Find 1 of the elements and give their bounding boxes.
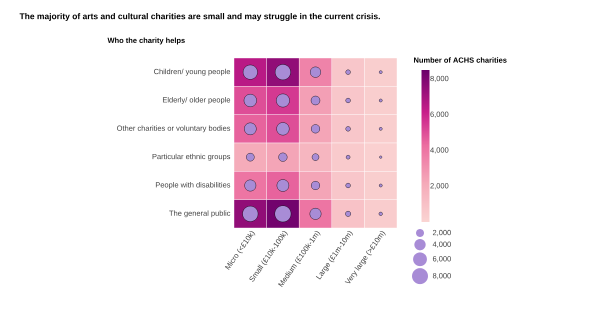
chart-title: The majority of arts and cultural charities are small and may struggle in the current crisis. — [20, 13, 380, 21]
